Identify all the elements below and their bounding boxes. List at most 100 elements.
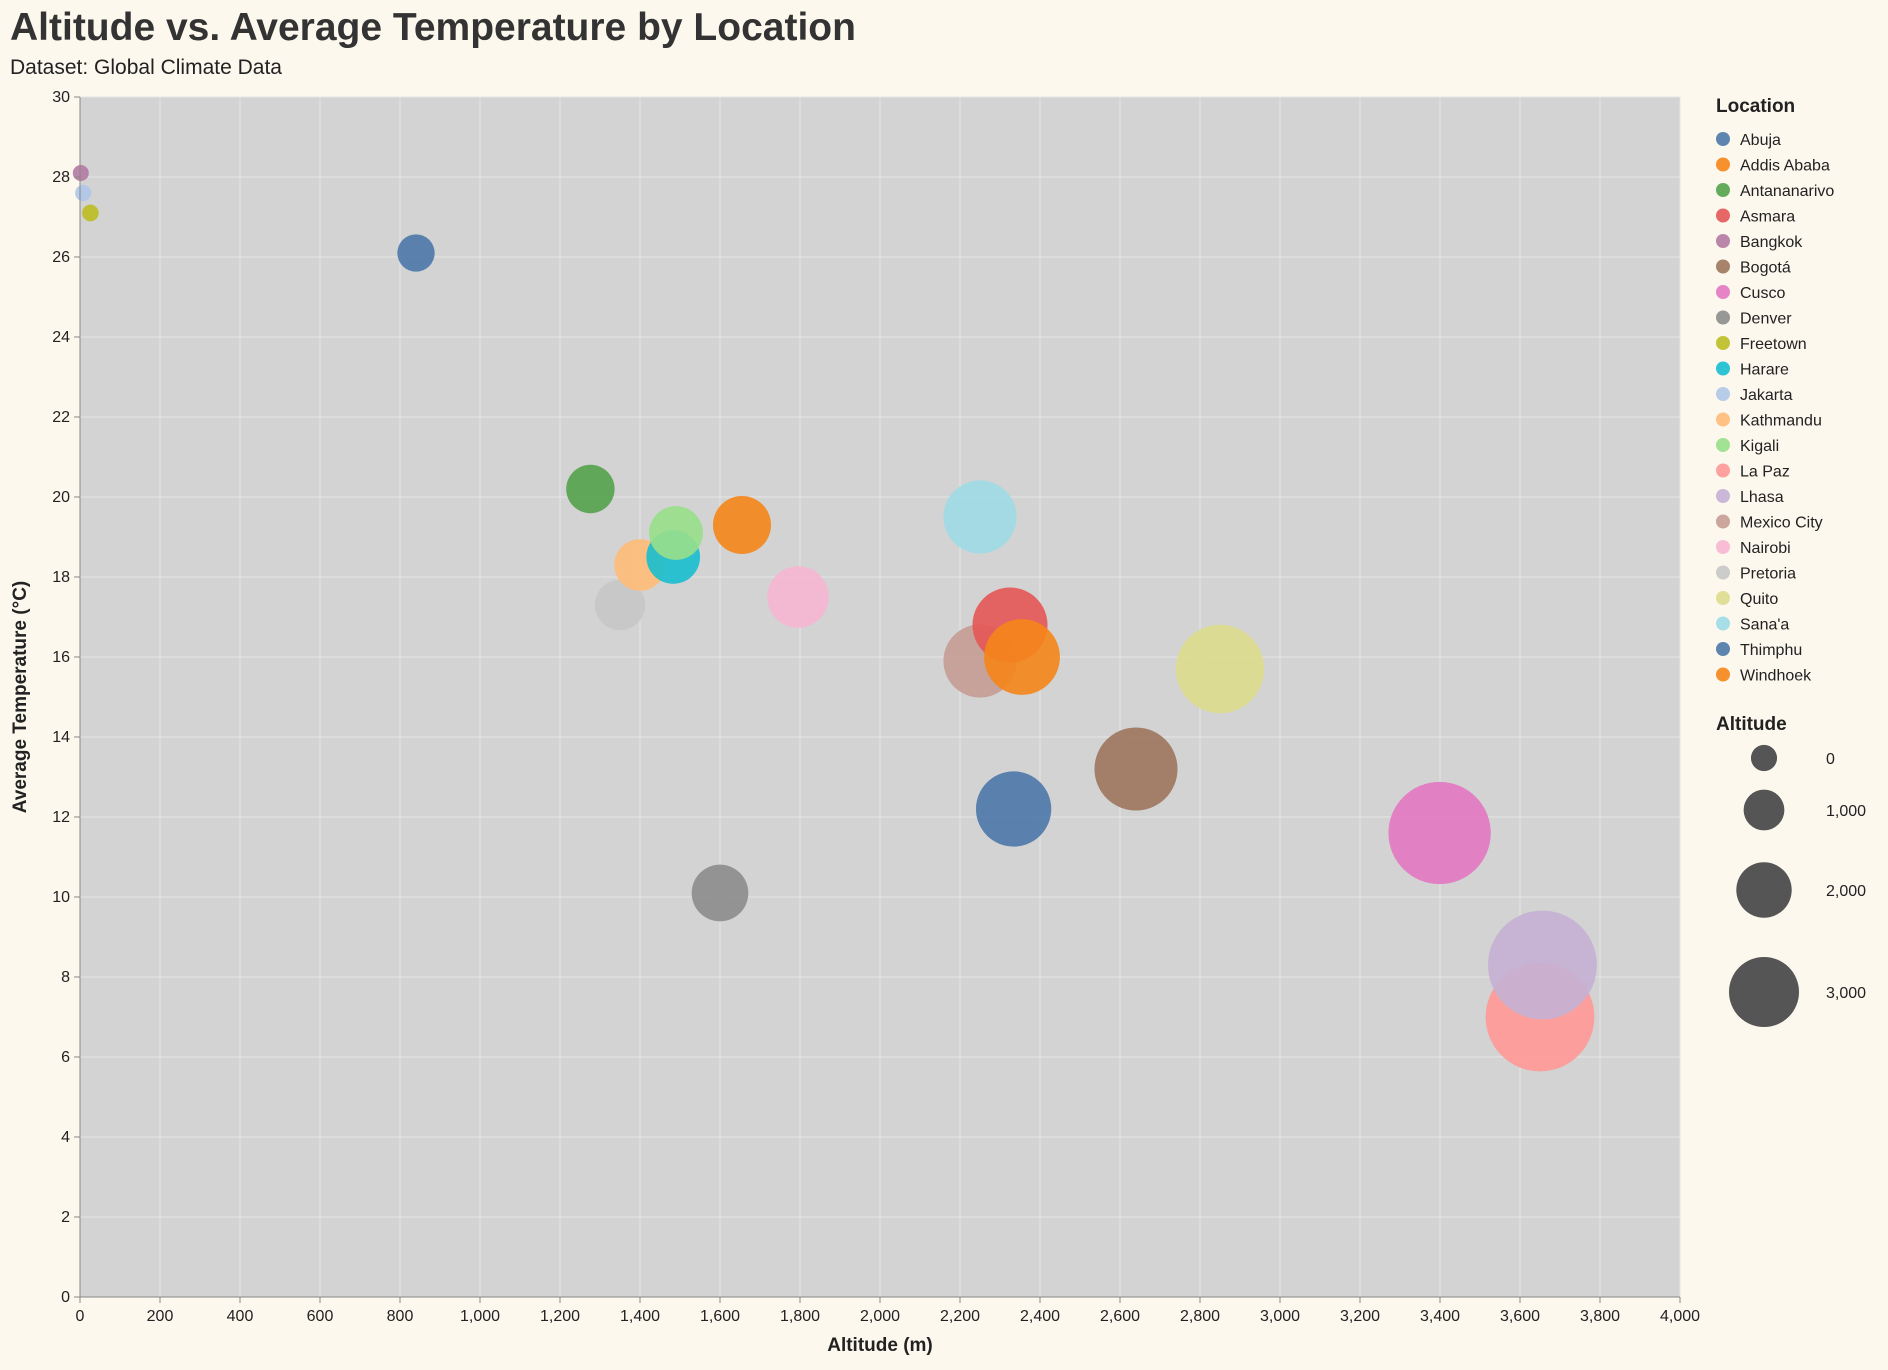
legend-location-label: Thimphu	[1740, 642, 1802, 659]
data-point	[691, 864, 749, 922]
legend-location-swatch	[1716, 234, 1730, 248]
data-point	[649, 506, 703, 560]
y-tick-label: 4	[61, 1129, 70, 1146]
legend-location-label: Mexico City	[1740, 515, 1823, 532]
y-tick-label: 8	[61, 969, 70, 986]
legend-location-swatch	[1716, 310, 1730, 325]
legend-location-label: Abuja	[1740, 132, 1781, 149]
legend-size-symbol	[1750, 744, 1778, 772]
data-point	[1175, 624, 1265, 714]
y-tick-label: 6	[61, 1049, 70, 1066]
data-points	[72, 164, 1597, 1072]
legend-location-label: Jakarta	[1740, 387, 1793, 404]
x-tick-label: 200	[147, 1308, 174, 1325]
legend-location-swatch	[1716, 540, 1730, 554]
data-point	[1487, 910, 1597, 1020]
y-tick-label: 24	[52, 329, 70, 346]
y-tick-label: 26	[52, 249, 70, 266]
y-tick-label: 16	[52, 649, 70, 666]
x-tick-label: 2,400	[1020, 1308, 1060, 1325]
x-tick-label: 1,000	[460, 1308, 500, 1325]
x-tick-label: 1,400	[620, 1308, 660, 1325]
legend-location-swatch	[1716, 361, 1730, 376]
legend-size-symbol	[1743, 789, 1785, 831]
y-tick-label: 28	[52, 169, 70, 186]
legend-location-label: Addis Ababa	[1740, 158, 1830, 175]
legend-location-swatch	[1716, 591, 1730, 605]
x-tick-label: 1,600	[700, 1308, 740, 1325]
legend-location-swatch	[1716, 157, 1730, 172]
data-point	[75, 184, 92, 202]
legend-size-symbol	[1736, 862, 1792, 918]
data-point	[943, 480, 1017, 554]
legend-location-label: Bangkok	[1740, 234, 1803, 251]
legend-altitude-items: 0 1,000 2,000 3,000	[1728, 744, 1866, 1028]
x-tick-label: 3,800	[1580, 1308, 1620, 1325]
legend-location-label: La Paz	[1740, 464, 1790, 481]
x-tick-label: 2,200	[940, 1308, 980, 1325]
data-point	[1388, 781, 1491, 885]
y-tick-label: 2	[61, 1209, 70, 1226]
legend-location-items: Abuja Addis Ababa Antananarivo Asmara Bangko…	[1716, 132, 1834, 685]
x-tick-label: 3,200	[1340, 1308, 1380, 1325]
legend-location-swatch	[1716, 514, 1730, 529]
x-axis-title: Altitude (m)	[827, 1335, 933, 1356]
legend-size-symbol	[1728, 956, 1800, 1028]
legend: Location Abuja Addis Ababa Antananarivo Asm…	[1716, 96, 1866, 1028]
legend-location-label: Freetown	[1740, 336, 1807, 353]
legend-location-label: Harare	[1740, 362, 1789, 379]
legend-location-swatch	[1716, 565, 1730, 580]
y-tick-label: 20	[52, 489, 70, 506]
data-point	[397, 234, 435, 272]
chart-subtitle: Dataset: Global Climate Data	[10, 56, 282, 79]
x-tick-label: 1,800	[780, 1308, 820, 1325]
data-point	[82, 204, 99, 222]
legend-location-label: Pretoria	[1740, 566, 1796, 583]
y-tick-label: 22	[52, 409, 70, 426]
y-tick-label: 14	[52, 729, 70, 746]
y-tick-label: 10	[52, 889, 70, 906]
legend-location-swatch	[1716, 489, 1730, 503]
data-point	[594, 579, 646, 631]
legend-location-swatch	[1716, 336, 1730, 350]
legend-location-label: Lhasa	[1740, 489, 1784, 506]
data-point	[566, 464, 615, 514]
x-tick-label: 3,000	[1260, 1308, 1300, 1325]
x-tick-label: 2,800	[1180, 1308, 1220, 1325]
legend-location-swatch	[1716, 667, 1730, 682]
legend-location-title: Location	[1716, 96, 1795, 117]
y-tick-label: 0	[61, 1289, 70, 1306]
legend-location-swatch	[1716, 616, 1730, 631]
data-point	[712, 495, 772, 555]
legend-location-swatch	[1716, 412, 1730, 427]
legend-location-swatch	[1716, 642, 1730, 656]
legend-size-label: 3,000	[1826, 985, 1866, 1002]
y-tick-label: 30	[52, 89, 70, 106]
y-axis-title: Average Temperature (°C)	[10, 581, 31, 814]
legend-location-label: Kigali	[1740, 438, 1779, 455]
y-tick-label: 12	[52, 809, 70, 826]
y-tick-label: 18	[52, 569, 70, 586]
legend-location-swatch	[1716, 208, 1730, 223]
x-tick-label: 400	[227, 1308, 254, 1325]
data-point	[72, 164, 89, 182]
data-point	[767, 566, 829, 628]
legend-location-swatch	[1716, 438, 1730, 452]
legend-location-label: Kathmandu	[1740, 413, 1822, 430]
legend-location-label: Asmara	[1740, 209, 1795, 226]
legend-size-label: 0	[1826, 751, 1835, 768]
legend-location-swatch	[1716, 463, 1730, 478]
legend-location-label: Bogotá	[1740, 260, 1791, 277]
legend-location-swatch	[1716, 259, 1730, 274]
grid	[79, 96, 1681, 1298]
legend-location-swatch	[1716, 285, 1730, 299]
x-tick-label: 3,400	[1420, 1308, 1460, 1325]
legend-altitude-title: Altitude	[1716, 714, 1787, 735]
data-point	[1094, 727, 1178, 811]
chart-title: Altitude vs. Average Temperature by Loca…	[10, 6, 856, 49]
legend-location-label: Denver	[1740, 311, 1792, 328]
legend-location-label: Nairobi	[1740, 540, 1791, 557]
x-tick-label: 2,600	[1100, 1308, 1140, 1325]
x-tick-label: 0	[76, 1308, 85, 1325]
